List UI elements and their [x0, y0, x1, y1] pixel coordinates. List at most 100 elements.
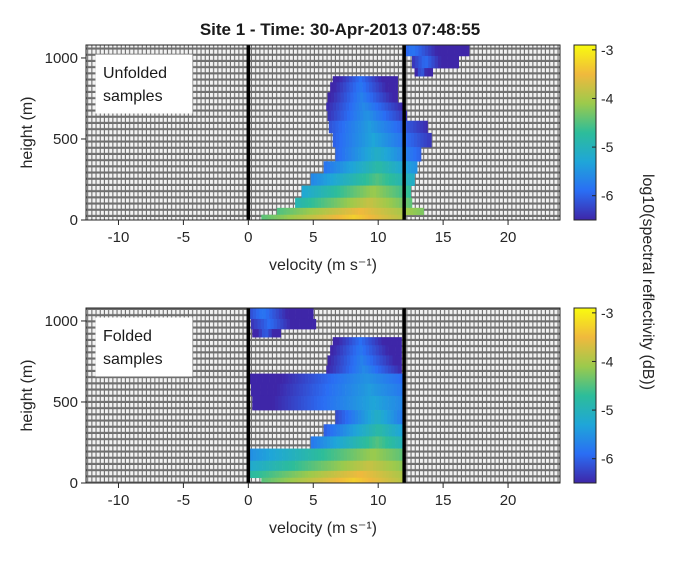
- heatmap-cell: [397, 207, 401, 216]
- heatmap-cell: [317, 173, 321, 186]
- heatmap-cell: [395, 470, 400, 479]
- heatmap-cell: [332, 76, 337, 83]
- heatmap-cell: [301, 185, 306, 199]
- heatmap-cell: [372, 395, 376, 411]
- heatmap-cell: [378, 102, 382, 111]
- heatmap-cell: [335, 147, 339, 162]
- heatmap-cell: [304, 460, 309, 472]
- heatmap-cell: [391, 345, 396, 356]
- heatmap-cell: [362, 424, 367, 437]
- heatmap-cell: [347, 470, 351, 479]
- heatmap-cell: [285, 373, 289, 385]
- heatmap-cell: [313, 477, 317, 483]
- heatmap-cell: [397, 337, 402, 346]
- heatmap-cell: [259, 308, 263, 320]
- heatmap-cell: [363, 110, 367, 122]
- heatmap-cell: [382, 161, 386, 174]
- heatmap-cell: [348, 102, 353, 111]
- heatmap-cell: [376, 460, 380, 472]
- heatmap-cell: [350, 373, 354, 385]
- heatmap-cell: [382, 173, 386, 186]
- heatmap-cell: [361, 337, 366, 346]
- heatmap-cell: [352, 102, 356, 111]
- heatmap-cell: [421, 55, 426, 69]
- heatmap-cell: [335, 214, 340, 220]
- heatmap-cell: [395, 82, 398, 93]
- heatmap-cell: [352, 214, 356, 220]
- heatmap-cell: [421, 68, 425, 77]
- heatmap-cell: [340, 185, 345, 199]
- heatmap-cell: [323, 436, 328, 449]
- heatmap-cell: [337, 373, 341, 385]
- heatmap-cell: [389, 185, 393, 199]
- heatmap-cell: [336, 345, 341, 356]
- heatmap-cell: [358, 477, 363, 483]
- heatmap-cell: [252, 373, 257, 385]
- heatmap-cell: [262, 448, 267, 462]
- heatmap-cell: [326, 161, 331, 174]
- heatmap-cell: [366, 373, 371, 385]
- heatmap-cell: [299, 318, 304, 330]
- heatmap-cell: [306, 214, 311, 220]
- heatmap-cell: [379, 185, 384, 199]
- x-tick-label: -10: [108, 492, 130, 509]
- y-tick-label: 500: [53, 131, 78, 148]
- colorbar: [573, 44, 597, 221]
- heatmap-cell: [342, 337, 347, 346]
- heatmap-cell: [385, 110, 390, 122]
- heatmap-cell: [276, 318, 281, 330]
- heatmap-cell: [347, 355, 351, 366]
- heatmap-cell: [375, 395, 380, 411]
- heatmap-cell: [348, 207, 352, 216]
- heatmap-cell: [392, 355, 397, 366]
- heatmap-cell: [341, 410, 346, 425]
- heatmap-cell: [424, 45, 429, 57]
- heatmap-cell: [330, 460, 335, 472]
- heatmap-cell: [339, 173, 344, 186]
- colorbar-tick-label: -3: [601, 305, 614, 321]
- heatmap-cell: [348, 132, 353, 148]
- heatmap-cell: [378, 173, 383, 186]
- heatmap-cell: [343, 448, 348, 462]
- heatmap-cell: [352, 477, 356, 483]
- heatmap-cell: [393, 383, 398, 397]
- heatmap-cell: [265, 308, 270, 320]
- heatmap-cell: [289, 383, 294, 397]
- heatmap-cell: [311, 448, 315, 462]
- heatmap-cell: [347, 373, 351, 385]
- heatmap-cell: [327, 355, 332, 366]
- heatmap-cell: [373, 110, 377, 122]
- heatmap-cell: [332, 365, 337, 374]
- annotation-box: [95, 54, 193, 114]
- heatmap-cell: [374, 337, 379, 346]
- heatmap-cell: [366, 197, 371, 209]
- heatmap-cell: [301, 460, 306, 472]
- heatmap-cell: [343, 436, 347, 449]
- heatmap-cell: [374, 132, 379, 148]
- heatmap-cell: [364, 383, 369, 397]
- heatmap-cell: [285, 308, 289, 320]
- heatmap-cell: [368, 132, 372, 148]
- heatmap-cell: [351, 410, 356, 425]
- heatmap-cell: [265, 470, 270, 479]
- heatmap-cell: [373, 460, 377, 472]
- heatmap-cell: [356, 82, 360, 93]
- heatmap-cell: [326, 395, 331, 411]
- heatmap-cell: [249, 308, 254, 320]
- heatmap-cell: [361, 207, 365, 216]
- heatmap-cell: [400, 477, 404, 483]
- heatmap-cell: [361, 477, 366, 483]
- heatmap-cell: [287, 214, 291, 220]
- heatmap-cell: [350, 460, 354, 472]
- heatmap-cell: [332, 214, 337, 220]
- heatmap-cell: [319, 214, 324, 220]
- heatmap-cell: [398, 448, 403, 462]
- heatmap-cell: [382, 82, 386, 93]
- heatmap-cell: [309, 383, 313, 397]
- heatmap-cell: [338, 207, 343, 216]
- heatmap-cell: [369, 173, 373, 186]
- heatmap-cell: [369, 460, 374, 472]
- heatmap-cell: [280, 477, 285, 483]
- heatmap-cell: [395, 355, 400, 366]
- heatmap-cell: [353, 460, 358, 472]
